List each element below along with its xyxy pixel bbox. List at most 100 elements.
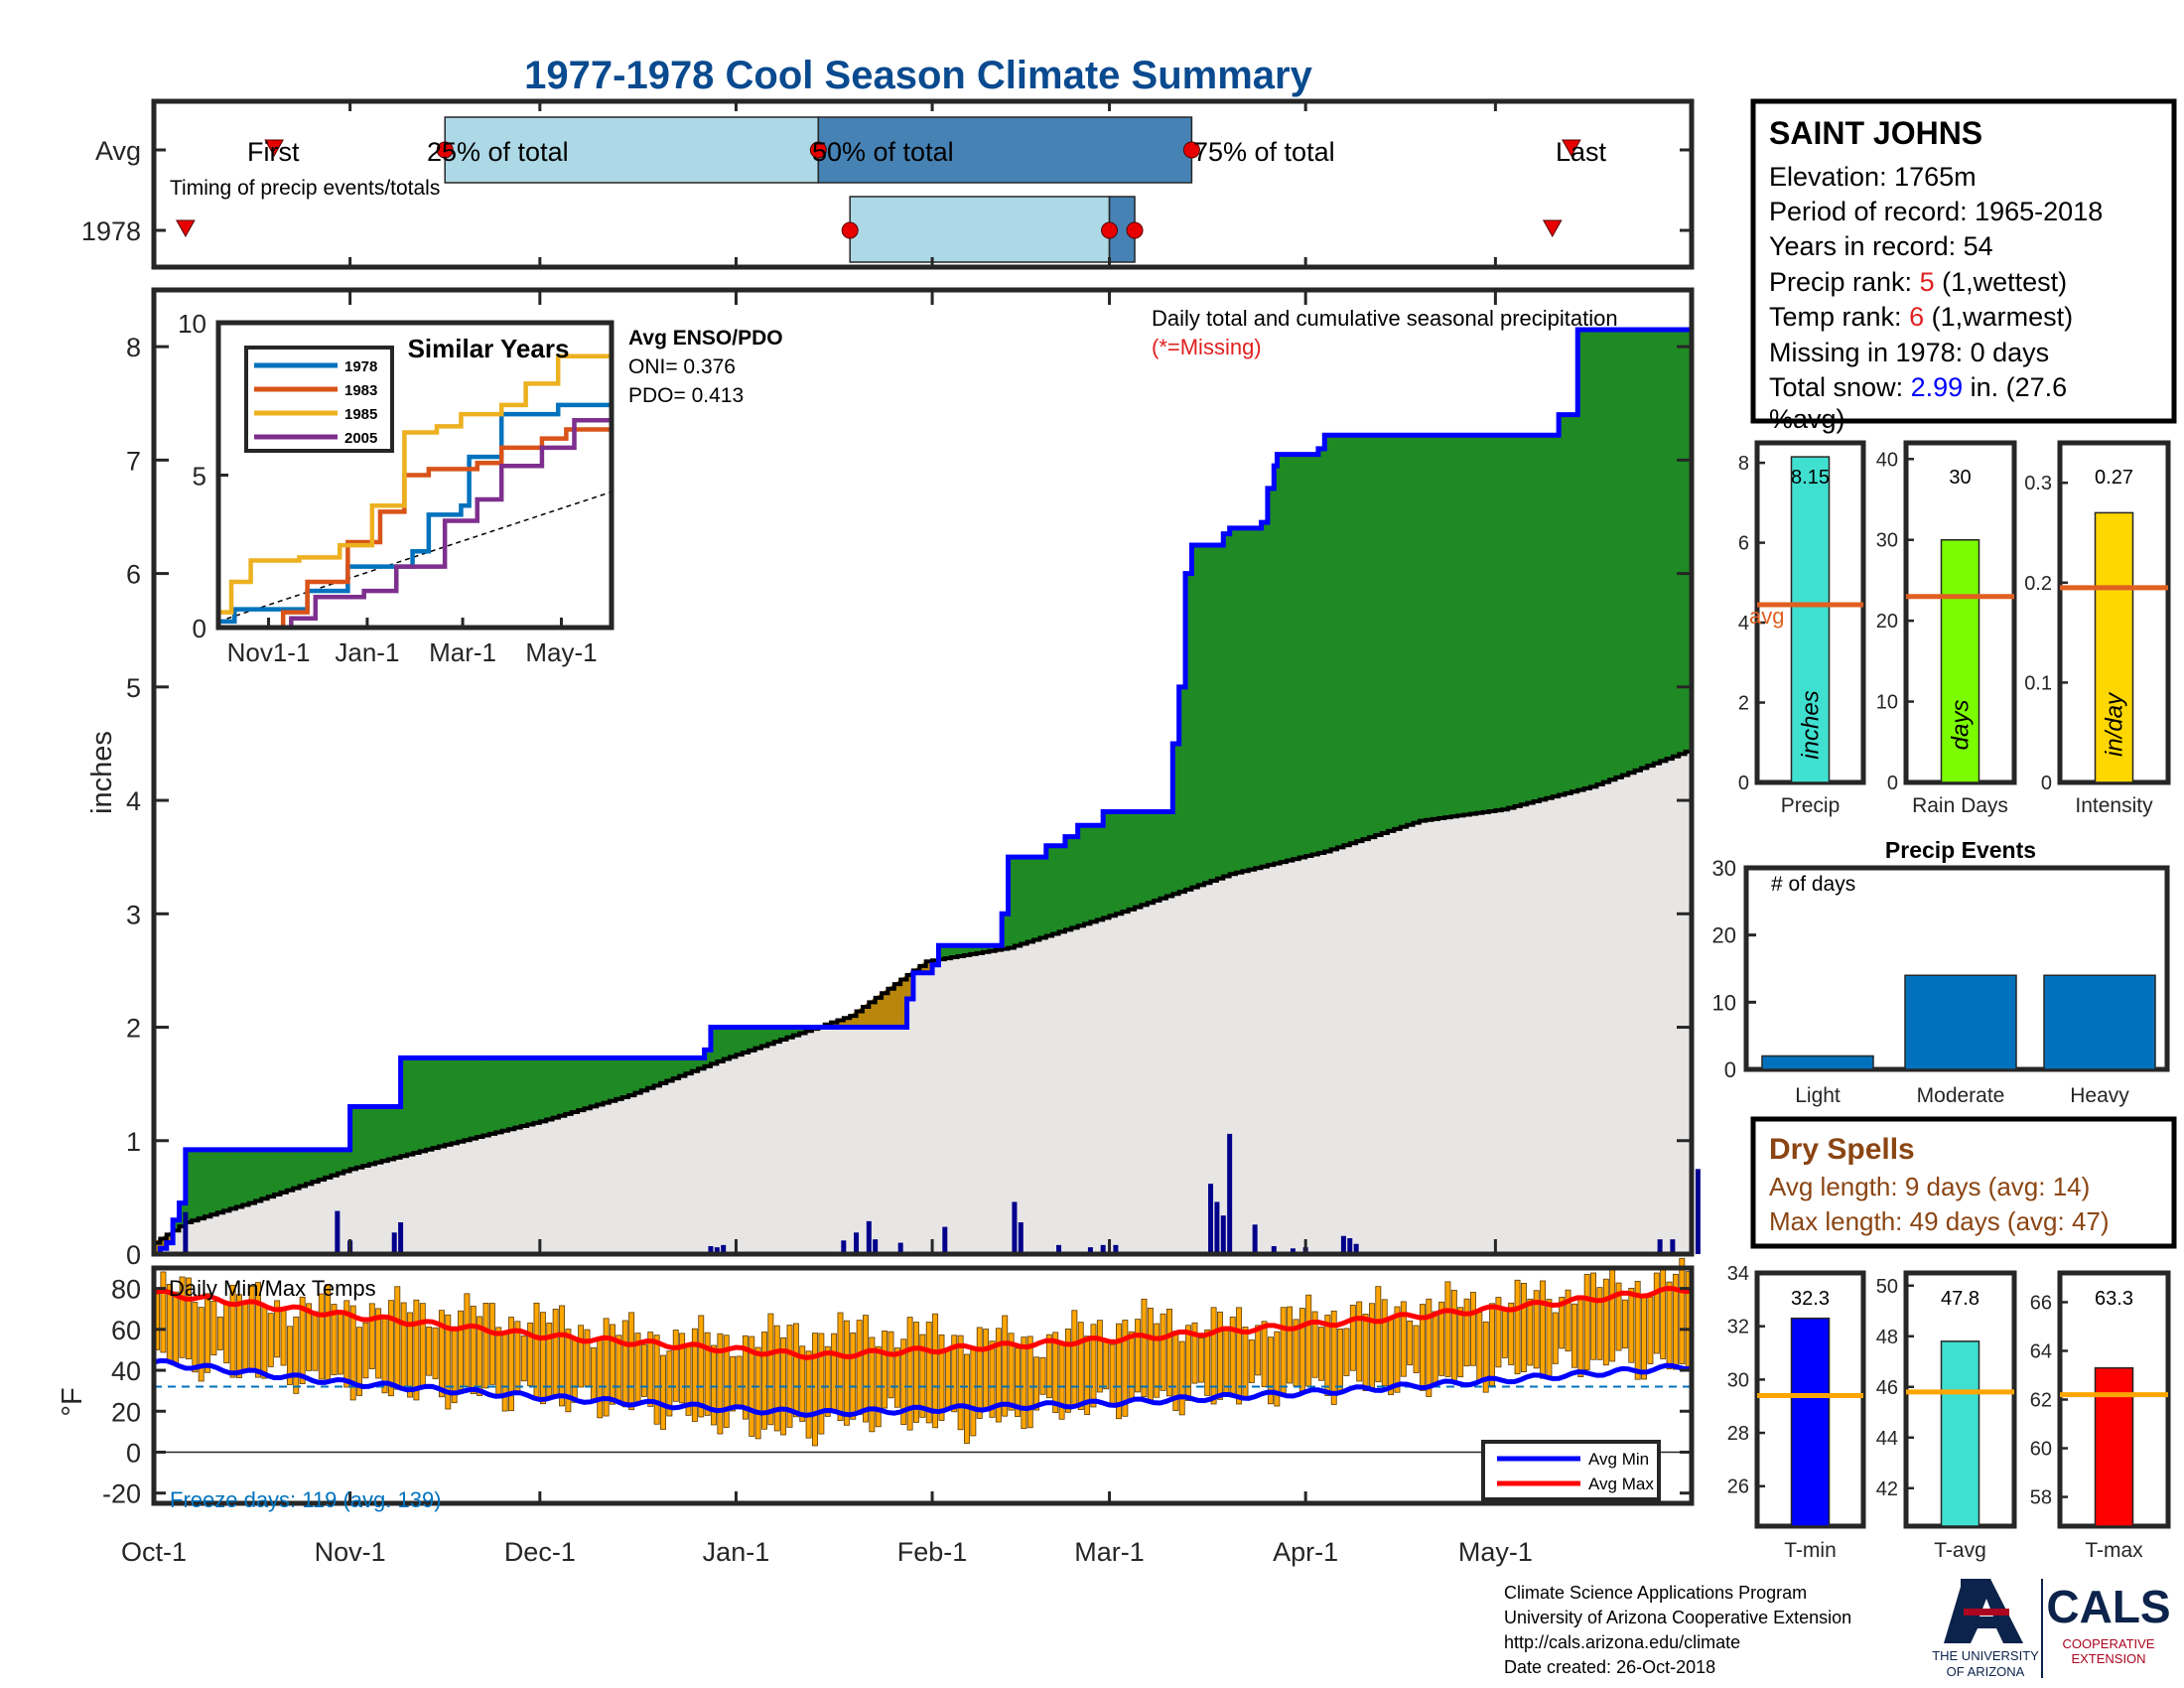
daily-precip-bar-14 xyxy=(1012,1201,1018,1254)
temp-range-bar-211 xyxy=(1489,1303,1496,1386)
tsum-category-label-1: T-avg xyxy=(1934,1539,1986,1562)
ua-text-1: THE UNIVERSITY xyxy=(1932,1648,2039,1663)
temp-range-bar-139 xyxy=(1033,1356,1040,1411)
temp-range-bar-150 xyxy=(1103,1339,1110,1390)
temp-range-bar-85 xyxy=(691,1328,698,1422)
timing-marker-last-avg xyxy=(1562,139,1581,158)
temp-ytick-label-0: 0 xyxy=(126,1438,141,1468)
timing-box-lower-avg xyxy=(444,116,820,184)
main-ytick-label-1: 1 xyxy=(126,1127,141,1157)
temp-range-bar-113 xyxy=(869,1336,876,1433)
inset-legend-label-1983: 1983 xyxy=(344,382,377,399)
temp-range-bar-90 xyxy=(723,1335,730,1428)
event-bar-heavy xyxy=(2043,974,2156,1070)
temp-range-bar-236 xyxy=(1647,1296,1654,1364)
timing-marker-first-avg xyxy=(264,139,284,158)
daily-precip-bar-20 xyxy=(1208,1184,1214,1254)
timing-box-upper-avg xyxy=(817,116,1193,184)
timing-dot-q25-1978 xyxy=(841,221,859,239)
inset-series-1983 xyxy=(218,420,614,631)
temp-range-bar-68 xyxy=(584,1329,591,1387)
enso-title: Avg ENSO/PDO xyxy=(628,327,783,350)
temp-range-bar-166 xyxy=(1204,1329,1211,1396)
timing-q25-label: 25% of total xyxy=(427,137,569,167)
temp-range-bar-112 xyxy=(863,1315,869,1423)
events-ylabel: # of days xyxy=(1771,873,1855,896)
daily-precip-bar-12 xyxy=(897,1242,903,1254)
tsum-bar-t-min xyxy=(1790,1317,1831,1527)
temp-range-bar-125 xyxy=(944,1347,951,1410)
tsum-value-label-0: 32.3 xyxy=(1791,1288,1830,1310)
temp-range-bar-131 xyxy=(983,1329,990,1412)
temp-range-bar-28 xyxy=(331,1304,338,1375)
temp-range-bar-9 xyxy=(210,1301,217,1355)
temp-range-bar-157 xyxy=(1147,1307,1154,1403)
temp-range-bar-104 xyxy=(812,1333,818,1447)
temp-range-bar-110 xyxy=(850,1332,857,1420)
station-missing: Missing in 1978: 0 days xyxy=(1769,338,2049,367)
timing-dot-q75-1978 xyxy=(1126,221,1144,239)
temp-range-bar-111 xyxy=(856,1320,863,1416)
station-years: Years in record: 54 xyxy=(1769,231,1993,261)
temp-range-bar-224 xyxy=(1570,1303,1577,1368)
temp-range-bar-230 xyxy=(1609,1265,1616,1362)
temp-range-bar-88 xyxy=(711,1344,717,1426)
timing-dot-q50-avg xyxy=(809,141,827,159)
daily-precip-bar-7 xyxy=(721,1244,727,1254)
tsum-ytick-label-2-66: 66 xyxy=(2030,1292,2052,1314)
tsum-ytick-label-0-26: 26 xyxy=(1727,1477,1749,1498)
figure-title: 1977-1978 Cool Season Climate Summary xyxy=(524,54,1312,97)
temp-range-bar-69 xyxy=(590,1346,597,1403)
inset-series-2005 xyxy=(218,414,614,631)
temp-range-bar-133 xyxy=(995,1328,1002,1423)
daily-precip-bar-10 xyxy=(866,1220,872,1254)
temp-range-bar-149 xyxy=(1096,1320,1103,1393)
temp-range-bar-46 xyxy=(445,1314,452,1410)
temp-range-bar-155 xyxy=(1135,1319,1142,1393)
temp-range-bar-115 xyxy=(882,1331,888,1409)
temp-range-bar-147 xyxy=(1084,1336,1091,1415)
temp-range-bar-135 xyxy=(1008,1333,1015,1411)
temp-range-bar-97 xyxy=(767,1313,774,1426)
temp-range-bar-240 xyxy=(1672,1273,1679,1370)
temp-range-bar-77 xyxy=(640,1343,647,1397)
temp-range-bar-225 xyxy=(1577,1298,1584,1377)
temp-range-bar-10 xyxy=(216,1316,223,1350)
temp-ytick-label--20: -20 xyxy=(102,1479,141,1509)
temp-range-bar-182 xyxy=(1305,1294,1312,1387)
temp-range-bar-123 xyxy=(932,1313,939,1429)
temp-range-bar-163 xyxy=(1185,1325,1192,1401)
x-axis-label-4: Feb-1 xyxy=(897,1537,968,1567)
event-bar-moderate xyxy=(1904,974,2017,1070)
inset-frame xyxy=(215,320,614,631)
freeze-days: Freeze days: 119 (avg. 139) xyxy=(170,1487,442,1512)
inset-average-line xyxy=(217,491,613,623)
temp-range-bar-137 xyxy=(1021,1336,1027,1430)
temp-range-bar-142 xyxy=(1052,1332,1059,1414)
tsum-ytick-label-2-58: 58 xyxy=(2030,1487,2052,1509)
events-ytick-label-20: 20 xyxy=(1712,923,1736,948)
temp-range-bar-11 xyxy=(223,1303,230,1364)
footer: Climate Science Applications Program Uni… xyxy=(1504,1579,2171,1679)
temp-range-bar-209 xyxy=(1476,1312,1483,1381)
daily-precip-bar-4 xyxy=(398,1222,404,1254)
temp-range-bar-200 xyxy=(1419,1304,1426,1391)
temp-range-bar-208 xyxy=(1469,1292,1476,1366)
inset-series-1985 xyxy=(218,347,614,615)
temp-range-bar-188 xyxy=(1343,1328,1350,1376)
temp-range-bar-93 xyxy=(742,1335,749,1420)
temp-range-bar-198 xyxy=(1407,1321,1414,1366)
temp-range-bar-107 xyxy=(831,1333,838,1413)
timing-q50-label: 50% of total xyxy=(812,137,954,167)
temp-range-bar-177 xyxy=(1274,1331,1281,1407)
temp-range-bar-179 xyxy=(1287,1306,1294,1384)
temp-range-bar-37 xyxy=(387,1300,394,1397)
timing-panel: Avg 1978 Timing of precip events/totals … xyxy=(81,98,1695,270)
total-category-label-0: Precip xyxy=(1781,794,1841,817)
temp-range-bar-83 xyxy=(679,1333,686,1404)
enso-oni: ONI= 0.376 xyxy=(628,355,736,378)
main-ytick-label-3: 3 xyxy=(126,900,141,929)
temp-range-bar-116 xyxy=(887,1331,894,1399)
tsum-ytick-label-1-50: 50 xyxy=(1876,1276,1898,1298)
temp-title: Daily Min/Max Temps xyxy=(169,1276,376,1301)
